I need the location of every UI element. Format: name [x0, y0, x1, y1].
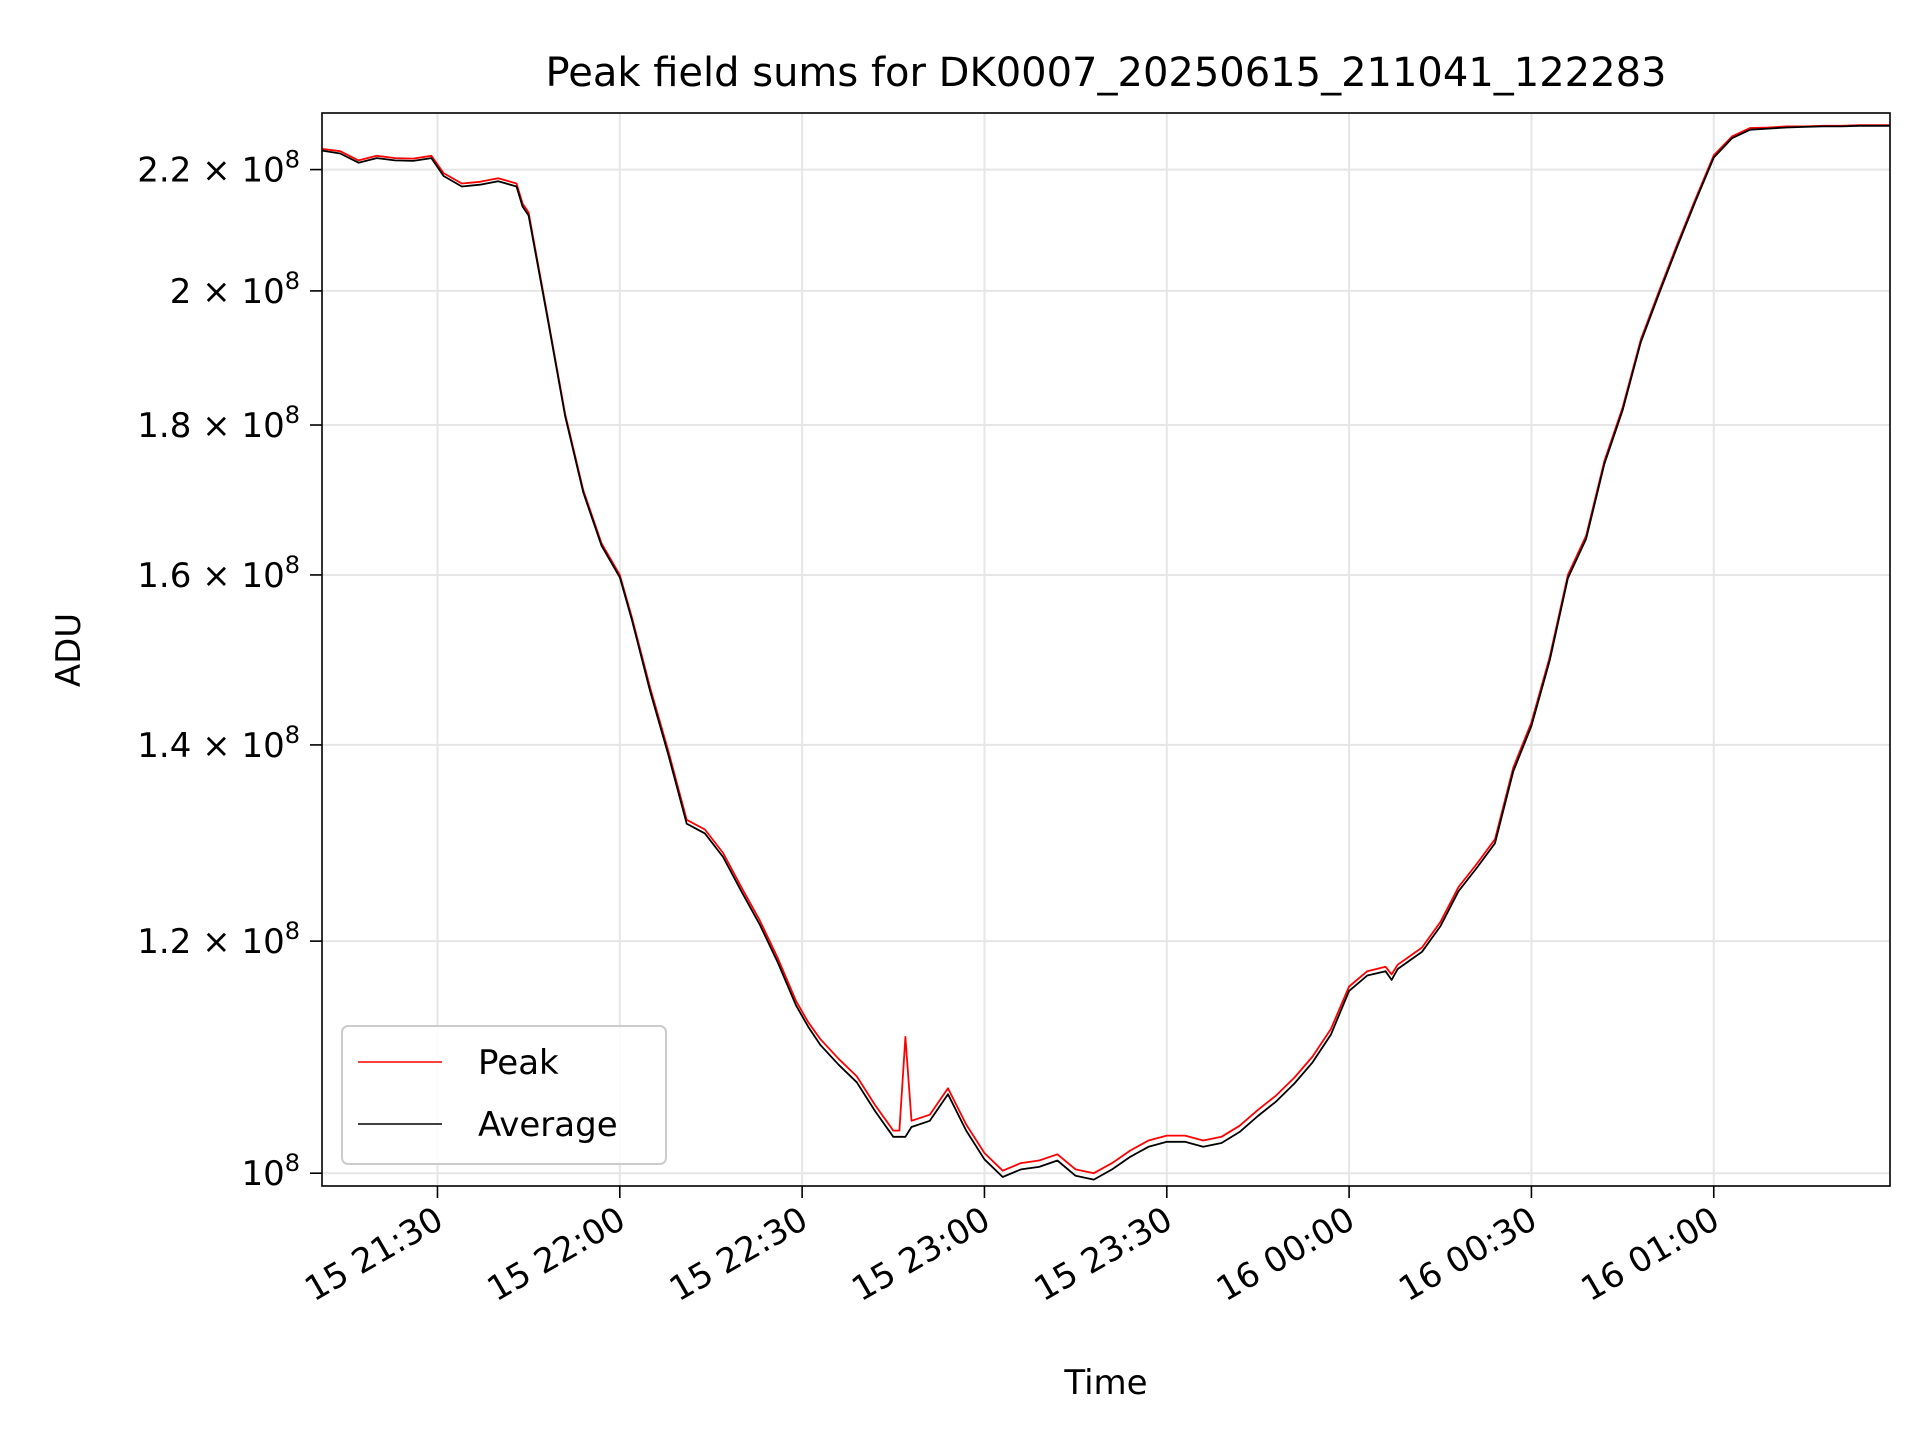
- chart-title: Peak field sums for DK0007_20250615_2110…: [546, 50, 1667, 96]
- y-tick-label: 108: [241, 1149, 300, 1194]
- legend-average-label: Average: [478, 1105, 618, 1145]
- y-tick-label: 1.4 × 108: [137, 721, 300, 766]
- grid: [322, 113, 1890, 1186]
- series-line-average: [322, 124, 1890, 1181]
- y-axis-ticks: 108 1.2 × 108 1.4 × 108 1.6 × 108 1.8 × 108 2…: [137, 146, 322, 1194]
- x-axis-label: Time: [1063, 1363, 1147, 1403]
- plot-area: [322, 124, 1890, 1181]
- y-axis-label: ADU: [49, 613, 89, 687]
- y-tick-label: 1.6 × 108: [137, 551, 300, 596]
- axes-frame: [321, 112, 1891, 1187]
- y-tick-label: 1.8 × 108: [137, 401, 300, 446]
- y-tick-label: 2 × 108: [170, 267, 300, 312]
- y-tick-label: 2.2 × 108: [137, 146, 300, 191]
- legend-peak-label: Peak: [478, 1043, 559, 1083]
- legend-box: [341, 1025, 667, 1165]
- y-tick-label: 1.2 × 108: [137, 917, 300, 962]
- legend: Peak Average: [341, 1025, 667, 1165]
- series-lines: [322, 124, 1890, 1181]
